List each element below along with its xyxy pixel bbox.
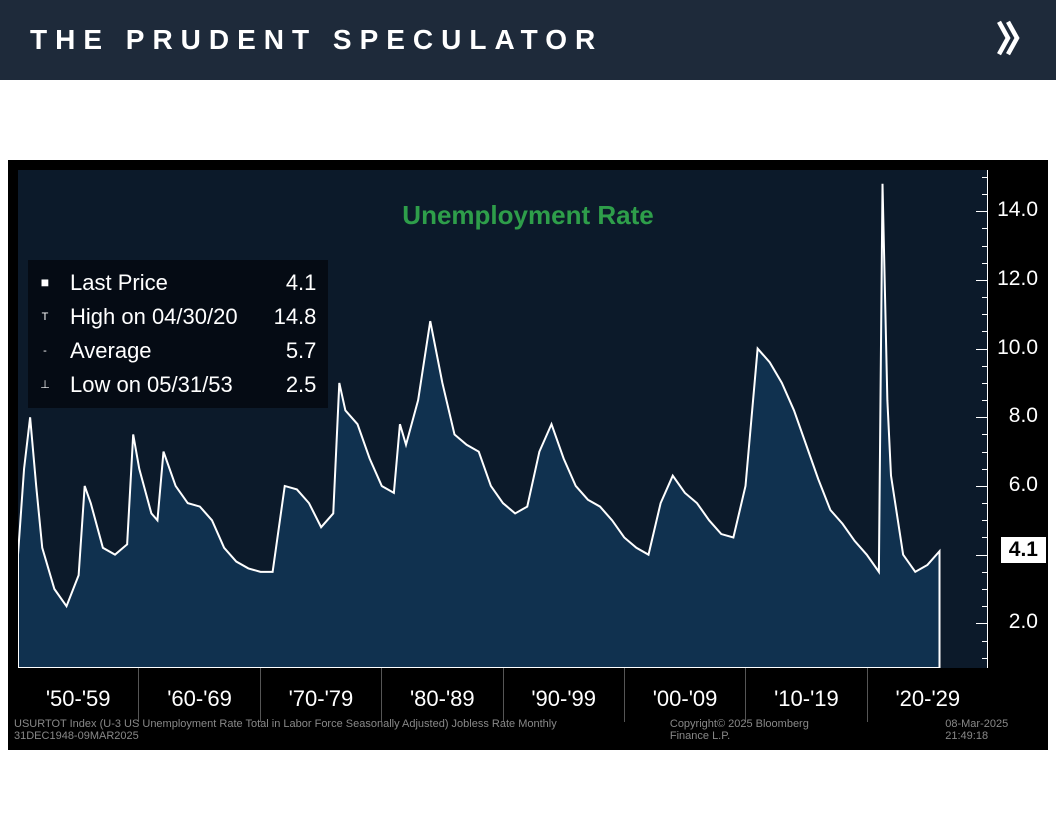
y-minor-tick	[982, 658, 988, 659]
y-minor-tick	[982, 589, 988, 590]
unemployment-series	[18, 184, 940, 668]
brand-logo-icon	[990, 20, 1026, 61]
footer-right: 08-Mar-2025 21:49:18	[945, 718, 1042, 742]
stat-label: Last Price	[70, 266, 168, 300]
y-minor-tick	[982, 297, 988, 298]
stat-value: 2.5	[286, 368, 317, 402]
series-svg	[18, 170, 988, 668]
y-minor-tick	[982, 469, 988, 470]
plot-area	[18, 170, 988, 668]
y-minor-tick	[982, 331, 988, 332]
x-decade-label: '50-'59	[18, 668, 138, 722]
footer-center: Copyright© 2025 Bloomberg Finance L.P.	[670, 718, 850, 742]
y-tick	[976, 486, 988, 487]
chart-footer: USURTOT Index (U-3 US Unemployment Rate …	[8, 718, 1048, 742]
stat-high: T High on 04/30/20 14.8	[38, 300, 316, 334]
stat-label: High on 04/30/20	[70, 300, 238, 334]
stat-value: 5.7	[286, 334, 317, 368]
footer-left: USURTOT Index (U-3 US Unemployment Rate …	[14, 718, 610, 742]
y-minor-tick	[982, 228, 988, 229]
x-axis: '50-'59'60-'69'70-'79'80-'89'90-'99'00-'…	[18, 668, 988, 722]
x-decade-label: '00-'09	[624, 668, 745, 722]
y-minor-tick	[982, 246, 988, 247]
x-decade-label: '70-'79	[260, 668, 381, 722]
y-tick-label: 14.0	[988, 198, 1038, 222]
stat-label: Low on 05/31/53	[70, 368, 233, 402]
y-tick	[976, 211, 988, 212]
y-minor-tick	[982, 503, 988, 504]
y-minor-tick	[982, 572, 988, 573]
y-tick	[976, 280, 988, 281]
y-tick-label: 8.0	[988, 404, 1038, 428]
stat-average: - Average 5.7	[38, 334, 316, 368]
x-decade-label: '80-'89	[381, 668, 502, 722]
last-price-tag: 4.1	[1001, 537, 1046, 563]
y-minor-tick	[982, 366, 988, 367]
y-minor-tick	[982, 520, 988, 521]
header-bar: THE PRUDENT SPECULATOR	[0, 0, 1056, 80]
chart-wrapper: Unemployment Rate ■ Last Price 4.1 T Hig…	[0, 80, 1056, 750]
y-minor-tick	[982, 383, 988, 384]
y-tick	[976, 417, 988, 418]
y-minor-tick	[982, 177, 988, 178]
stat-low: ⊥ Low on 05/31/53 2.5	[38, 368, 316, 402]
stat-value: 14.8	[274, 300, 317, 334]
y-tick-label: 12.0	[988, 267, 1038, 291]
y-minor-tick	[982, 606, 988, 607]
stat-last-price: ■ Last Price 4.1	[38, 266, 316, 300]
y-tick-label: 6.0	[988, 473, 1038, 497]
y-minor-tick	[982, 400, 988, 401]
y-tick-label: 10.0	[988, 336, 1038, 360]
y-tick-label: 2.0	[988, 610, 1038, 634]
y-minor-tick	[982, 434, 988, 435]
square-marker-icon: ■	[38, 272, 52, 294]
high-marker-icon: T	[38, 309, 52, 326]
low-marker-icon: ⊥	[38, 377, 52, 394]
chart-title: Unemployment Rate	[402, 200, 653, 231]
x-decade-label: '10-'19	[745, 668, 866, 722]
y-tick	[976, 349, 988, 350]
chart-container: Unemployment Rate ■ Last Price 4.1 T Hig…	[8, 160, 1048, 750]
y-minor-tick	[982, 452, 988, 453]
x-decade-label: '60-'69	[138, 668, 259, 722]
avg-marker-icon: -	[38, 343, 52, 360]
y-minor-tick	[982, 641, 988, 642]
stats-panel: ■ Last Price 4.1 T High on 04/30/20 14.8…	[28, 260, 328, 408]
brand-title: THE PRUDENT SPECULATOR	[30, 24, 603, 56]
y-minor-tick	[982, 537, 988, 538]
y-minor-tick	[982, 263, 988, 264]
y-tick	[976, 623, 988, 624]
y-tick	[976, 555, 988, 556]
x-decade-label: '20-'29	[867, 668, 988, 722]
y-minor-tick	[982, 314, 988, 315]
stat-value: 4.1	[286, 266, 317, 300]
x-decade-label: '90-'99	[503, 668, 624, 722]
y-minor-tick	[982, 194, 988, 195]
stat-label: Average	[70, 334, 152, 368]
